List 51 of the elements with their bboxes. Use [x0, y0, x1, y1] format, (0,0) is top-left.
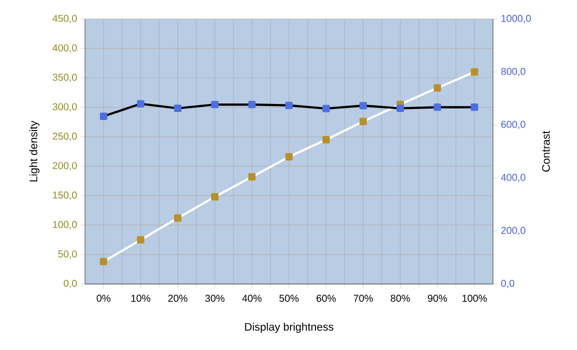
y-axis-title: Light density — [29, 120, 40, 182]
y-tick-label: 250,0 — [52, 132, 77, 141]
point — [174, 104, 182, 112]
point — [322, 104, 330, 112]
point — [285, 153, 293, 160]
y2-tick-label: 600,0 — [501, 120, 526, 130]
y-tick-label: 300,0 — [52, 103, 77, 112]
x-tick-label: 100% — [462, 294, 487, 302]
point — [136, 100, 144, 108]
point — [211, 100, 219, 108]
y2-tick-label: 400,0 — [501, 174, 526, 182]
x-tick-label: 10% — [131, 294, 150, 302]
x-tick-label: 30% — [205, 294, 224, 302]
point — [248, 100, 256, 108]
point — [248, 173, 256, 181]
point — [360, 118, 367, 126]
x-tick-label: 40% — [242, 294, 262, 302]
x-tick-label: 0% — [96, 294, 110, 302]
point — [211, 193, 219, 201]
y2-tick-label: 200,0 — [501, 226, 526, 236]
x-tick-label: 50% — [279, 294, 299, 302]
point — [470, 104, 478, 111]
x-tick-label: 90% — [428, 294, 447, 302]
y-tick-label: 200,0 — [52, 162, 77, 170]
point — [174, 214, 182, 222]
y2-tick-label: 0,0 — [501, 280, 514, 288]
x-axis-title: Display brightness — [245, 322, 334, 333]
y-tick-label: 100,0 — [53, 221, 77, 230]
y2-axis-title: Contrast — [542, 130, 550, 172]
y-tick-label: 400,0 — [52, 44, 77, 53]
point — [100, 258, 108, 266]
y-tick-label: 450,0 — [52, 14, 77, 24]
y-tick-label: 50,0 — [58, 250, 77, 259]
y-tick-label: 150,0 — [53, 192, 77, 200]
x-tick-label: 60% — [316, 294, 336, 302]
y-tick-label: 0,0 — [64, 280, 77, 288]
point — [100, 112, 108, 120]
point — [285, 102, 293, 110]
point — [322, 136, 330, 144]
x-tick-label: 20% — [168, 294, 188, 302]
y2-tick-label: 1000,0 — [502, 14, 531, 24]
point — [434, 104, 442, 111]
point — [434, 84, 442, 92]
x-tick-label: 70% — [354, 294, 373, 302]
point — [136, 236, 144, 244]
point — [470, 68, 478, 76]
point — [396, 104, 404, 112]
y2-tick-label: 800,0 — [501, 68, 526, 76]
point — [360, 102, 367, 110]
y-tick-label: 350,0 — [52, 74, 77, 82]
x-tick-label: 80% — [390, 294, 410, 302]
